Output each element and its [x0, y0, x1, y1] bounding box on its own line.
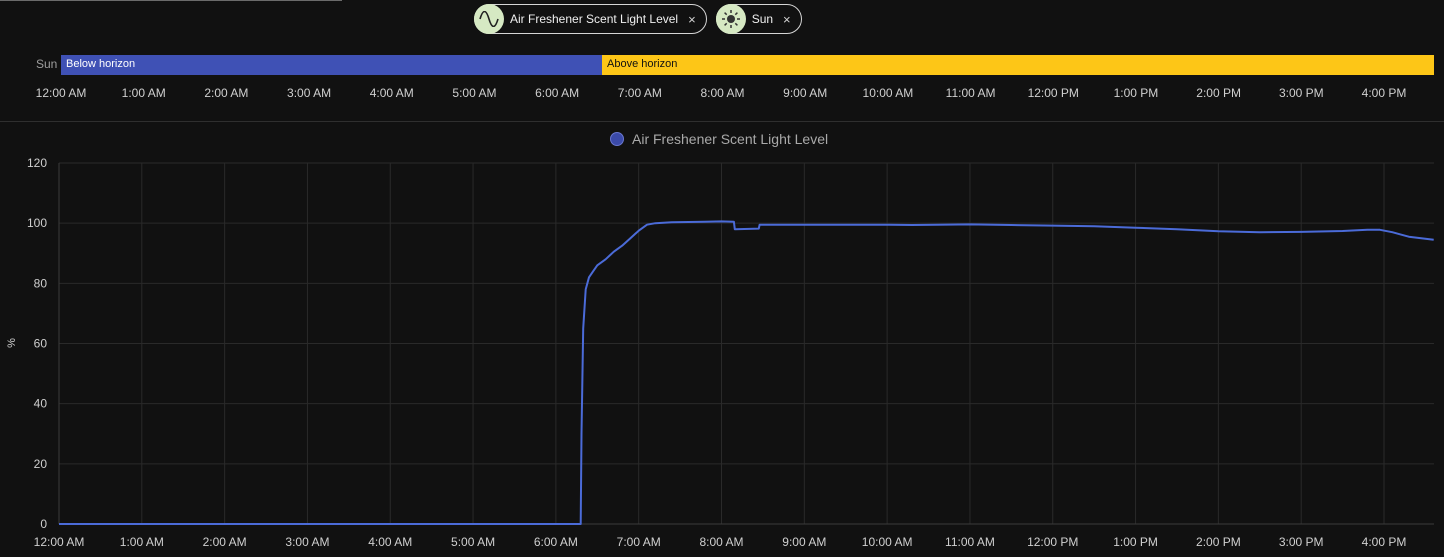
- chip-label: Air Freshener Scent Light Level: [510, 12, 679, 26]
- y-axis-label: %: [6, 338, 18, 348]
- x-tick-label: 4:00 AM: [368, 535, 412, 549]
- x-tick-label: 12:00 PM: [1027, 535, 1078, 549]
- x-tick-label: 3:00 PM: [1279, 535, 1324, 549]
- timeline-row-label: Sun: [36, 57, 58, 71]
- chip-label: Sun: [751, 12, 774, 26]
- x-tick-label: 4:00 PM: [1362, 535, 1407, 549]
- timeline-tick-label: 12:00 PM: [1028, 86, 1079, 100]
- y-tick-label: 20: [34, 457, 48, 471]
- timeline-tick-label: 12:00 AM: [36, 86, 87, 100]
- legend-marker: [610, 132, 624, 146]
- chip-light-level[interactable]: Air Freshener Scent Light Level ×: [474, 4, 707, 34]
- timeline-tick-label: 7:00 AM: [618, 86, 662, 100]
- y-tick-label: 40: [34, 397, 48, 411]
- timeline-tick-label: 3:00 PM: [1279, 86, 1324, 100]
- timeline-segment-below-horizon[interactable]: Below horizon: [61, 55, 602, 75]
- date-picker-underline: [0, 0, 342, 1]
- x-tick-label: 7:00 AM: [617, 535, 661, 549]
- y-tick-label: 0: [40, 517, 47, 531]
- sun-icon: [715, 4, 746, 34]
- entity-filter-chips: Air Freshener Scent Light Level × Sun ×: [474, 4, 802, 34]
- x-tick-label: 11:00 AM: [945, 535, 995, 549]
- timeline-segment-above-horizon[interactable]: Above horizon: [602, 55, 1434, 75]
- x-tick-label: 1:00 AM: [120, 535, 164, 549]
- x-tick-label: 1:00 PM: [1113, 535, 1158, 549]
- close-icon[interactable]: ×: [688, 11, 696, 27]
- x-tick-label: 2:00 AM: [203, 535, 247, 549]
- x-tick-label: 12:00 AM: [34, 535, 85, 549]
- chart-legend[interactable]: Air Freshener Scent Light Level: [610, 131, 828, 147]
- timeline-tick-label: 9:00 AM: [783, 86, 827, 100]
- timeline-tick-label: 11:00 AM: [946, 86, 996, 100]
- x-tick-label: 2:00 PM: [1196, 535, 1241, 549]
- series-line: [59, 220, 1434, 525]
- x-tick-label: 3:00 AM: [285, 535, 329, 549]
- timeline-tick-label: 1:00 PM: [1114, 86, 1159, 100]
- timeline-tick-label: 3:00 AM: [287, 86, 331, 100]
- y-tick-label: 120: [27, 156, 47, 170]
- timeline-tick-label: 2:00 AM: [204, 86, 248, 100]
- section-divider: [0, 121, 1444, 122]
- timeline-tick-label: 4:00 PM: [1362, 86, 1407, 100]
- timeline-tick-label: 8:00 AM: [700, 86, 744, 100]
- x-tick-label: 6:00 AM: [534, 535, 578, 549]
- timeline-tick-label: 6:00 AM: [535, 86, 579, 100]
- sine-wave-icon: [474, 4, 504, 34]
- timeline-tick-label: 10:00 AM: [863, 86, 914, 100]
- x-tick-label: 8:00 AM: [699, 535, 743, 549]
- y-tick-label: 100: [27, 216, 47, 230]
- timeline-tick-label: 1:00 AM: [122, 86, 166, 100]
- x-tick-label: 5:00 AM: [451, 535, 495, 549]
- close-icon[interactable]: ×: [783, 11, 791, 27]
- y-tick-label: 80: [34, 276, 48, 290]
- y-tick-label: 60: [34, 337, 48, 351]
- x-tick-label: 10:00 AM: [862, 535, 913, 549]
- x-tick-label: 9:00 AM: [782, 535, 826, 549]
- legend-label: Air Freshener Scent Light Level: [632, 131, 829, 147]
- timeline-tick-label: 4:00 AM: [370, 86, 414, 100]
- timeline-tick-label: 2:00 PM: [1196, 86, 1241, 100]
- timeline-tick-label: 5:00 AM: [452, 86, 496, 100]
- chip-sun[interactable]: Sun ×: [715, 4, 802, 34]
